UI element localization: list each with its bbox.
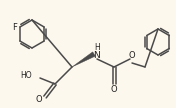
Text: O: O	[129, 51, 135, 60]
Text: O: O	[36, 95, 42, 105]
Polygon shape	[72, 52, 95, 67]
Text: F: F	[12, 24, 17, 33]
Text: H: H	[94, 44, 100, 52]
Text: N: N	[94, 51, 100, 60]
Text: O: O	[111, 84, 117, 94]
Text: HO: HO	[20, 71, 32, 80]
